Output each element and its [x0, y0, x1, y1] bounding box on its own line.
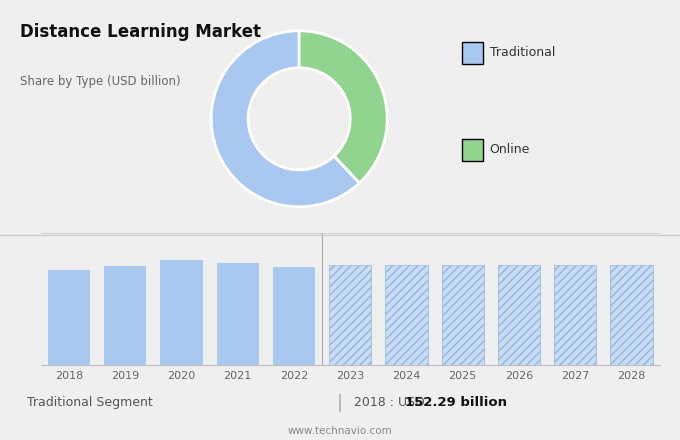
Wedge shape — [299, 31, 387, 183]
Bar — [386, 264, 428, 365]
Bar — [611, 264, 653, 365]
Text: www.technavio.com: www.technavio.com — [288, 426, 392, 436]
Text: |: | — [337, 394, 343, 411]
Wedge shape — [211, 31, 360, 207]
Text: Distance Learning Market: Distance Learning Market — [20, 23, 261, 41]
Bar — [441, 264, 483, 365]
Text: Share by Type (USD billion): Share by Type (USD billion) — [20, 75, 181, 88]
Text: Traditional: Traditional — [490, 46, 555, 59]
Bar — [104, 266, 146, 365]
Bar — [160, 260, 203, 365]
Text: 2018 : USD: 2018 : USD — [354, 396, 428, 409]
Bar — [48, 270, 90, 365]
Bar — [217, 263, 259, 365]
Text: 152.29 billion: 152.29 billion — [405, 396, 507, 409]
Bar — [273, 267, 315, 365]
Text: Traditional Segment: Traditional Segment — [27, 396, 153, 409]
Text: Online: Online — [490, 143, 530, 156]
Bar — [498, 264, 540, 365]
Bar — [329, 264, 371, 365]
Bar — [554, 264, 596, 365]
